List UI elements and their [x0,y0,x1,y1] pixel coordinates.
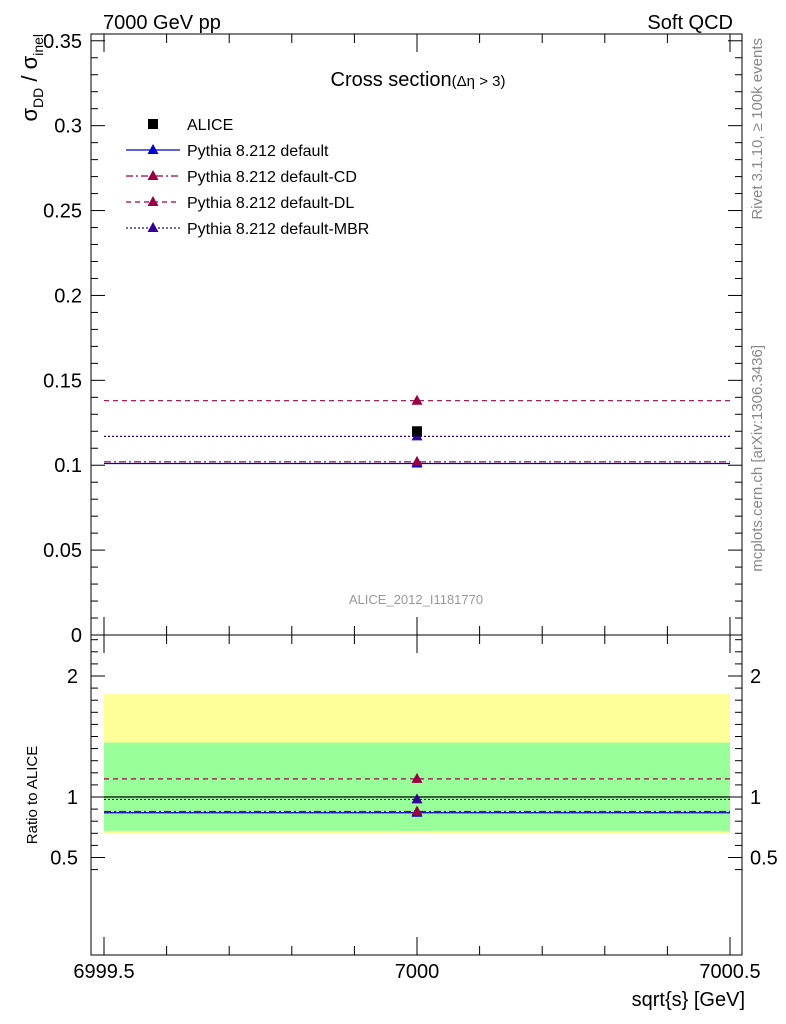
mcplots-label: mcplots.cern.ch [arXiv:1306.3436] [749,345,766,572]
main-ytick-label: 0.3 [54,116,82,138]
ylabel-sub-dd: DD [30,88,46,108]
analysis-watermark: ALICE_2012_I1181770 [349,592,483,607]
ylabel-separator: / σ [17,55,42,87]
main-ylabel: σDD / σinel [17,34,46,122]
rivet-label: Rivet 3.1.10, ≥ 100k events [749,38,766,220]
main-ytick-label: 0.15 [43,370,82,392]
ratio-ytick-label-right: 1 [750,787,761,809]
header-left: 7000 GeV pp [103,12,221,34]
legend-series-2-marker [147,170,159,180]
xtick-label: 7000 [395,961,440,983]
main-ytick-label: 0.1 [54,455,82,477]
ratio-series-group [104,772,730,817]
xlabel: sqrt{s} [GeV] [632,989,745,1011]
ratio-ytick-label-right: 0.5 [750,848,778,870]
xtick-label: 7000.5 [699,961,760,983]
main-ytick-label: 0.2 [54,285,82,307]
main-ytick-label: 0.25 [43,201,82,223]
legend-series-2-label: Pythia 8.212 default-CD [187,169,357,186]
legend-alice-label: ALICE [187,117,233,134]
series-2-marker [411,455,423,466]
ratio-ytick-label: 1 [67,787,78,809]
xtick-label: 6999.5 [73,961,134,983]
legend-series-4-marker [147,222,159,232]
main-title: Cross section(Δη > 3) [331,69,506,91]
legend-series-3-marker [147,196,159,206]
ratio-ytick-label: 2 [67,666,78,688]
main-ytick-label: 0 [71,625,82,647]
ratio-series-4-marker [411,793,423,804]
ratio-series-3-marker [411,772,423,783]
legend-series-4-label: Pythia 8.212 default-MBR [187,221,369,238]
main-ytick-label: 0.35 [43,31,82,53]
ratio-series-2-marker [411,805,423,816]
legend-series-1-marker [147,144,159,154]
legend-series-3-label: Pythia 8.212 default-DL [187,195,354,212]
legend-series-1-label: Pythia 8.212 default [187,143,329,160]
main-axis-ticks: 0 0.05 0.1 0.15 0.2 0.25 0.3 0.35 [43,31,742,647]
legend: ALICE Pythia 8.212 default Pythia 8.212 de… [126,117,369,238]
ratio-ytick-label-right: 2 [750,666,761,688]
ratio-ytick-label: 0.5 [50,848,78,870]
alice-data-point [412,426,422,437]
main-ytick-label: 0.05 [43,540,82,562]
ratio-band-2 [104,742,730,831]
ylabel-sigma: σ [17,108,42,122]
ratio-panel-bands [104,694,730,834]
ratio-ylabel: Ratio to ALICE [24,746,41,844]
legend-alice-icon [148,119,158,129]
series-3-marker [411,394,423,405]
header-right: Soft QCD [647,12,733,34]
ylabel-sub-inel: inel [30,34,46,56]
main-title-text: Cross section [331,69,452,91]
main-series-group [104,394,730,468]
ratio-plot-frame [90,634,743,956]
main-title-suffix: (Δη > 3) [452,73,506,90]
ratio-axis-ticks: 0.5 0.5 1 1 2 2 6999.5 7000 7000.5 [50,635,778,983]
